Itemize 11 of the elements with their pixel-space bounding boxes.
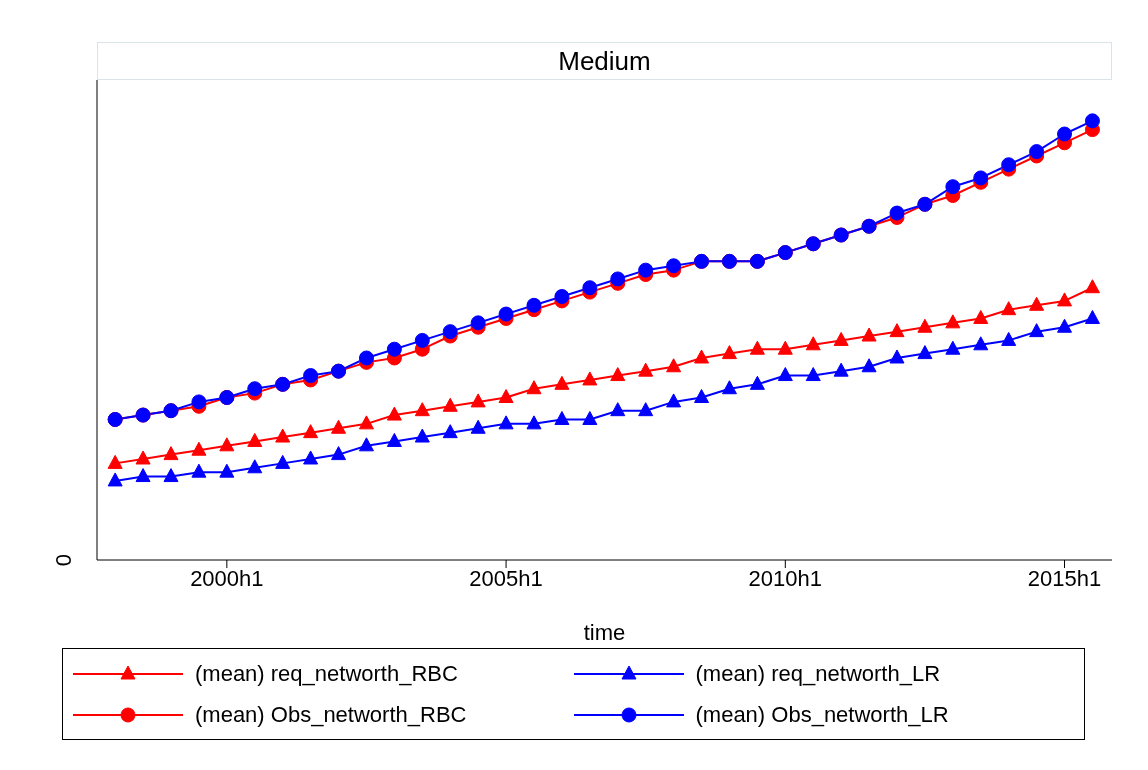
legend-label: (mean) req_networth_LR	[695, 660, 941, 687]
legend-label: (mean) Obs_networth_LR	[695, 701, 949, 728]
x-tick-label: 2015h1	[1027, 565, 1102, 591]
legend-label: (mean) Obs_networth_RBC	[195, 701, 467, 728]
x-axis-title: time	[583, 620, 626, 645]
x-tick-label: 2000h1	[190, 565, 264, 591]
text: 0	[51, 552, 76, 569]
legend-label: (mean) req_networth_RBC	[195, 660, 458, 687]
chart-title: Medium	[97, 42, 1112, 80]
x-tick-label: 2010h1	[748, 565, 823, 591]
x-tick-label: 2005h1	[469, 565, 543, 591]
